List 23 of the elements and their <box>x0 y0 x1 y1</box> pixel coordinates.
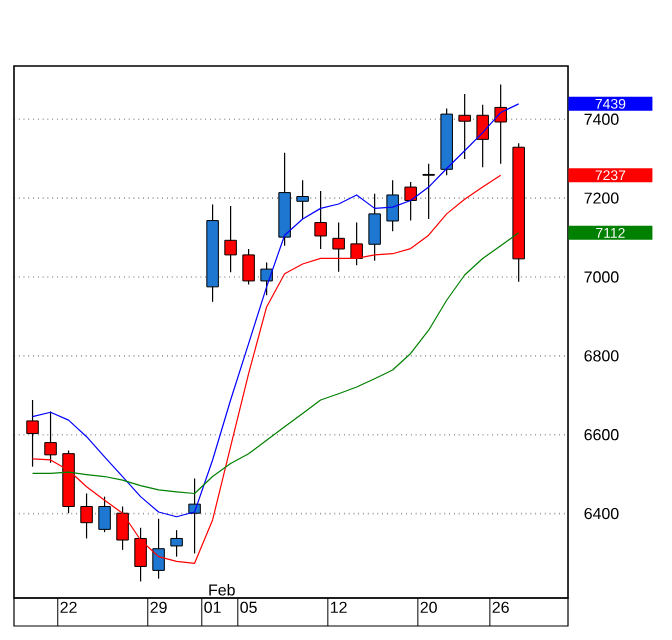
candlestick <box>386 179 399 232</box>
candlestick <box>350 221 363 266</box>
candlestick <box>314 190 327 250</box>
candlestick <box>242 248 255 286</box>
candlestick <box>494 83 507 165</box>
candlestick <box>422 163 435 220</box>
candlestick <box>458 93 471 160</box>
candlestick <box>98 496 111 533</box>
candlestick <box>332 221 345 273</box>
candlestick <box>224 205 237 273</box>
candlestick <box>368 193 381 262</box>
candlestick <box>80 492 93 540</box>
candlestick <box>260 261 273 296</box>
candlestick <box>116 505 129 551</box>
candlestick <box>476 104 489 168</box>
candlestick <box>170 529 183 558</box>
candlestick <box>44 410 57 464</box>
candlestick <box>278 152 291 247</box>
candlestick <box>296 179 309 220</box>
candlestick <box>404 181 417 222</box>
line-series <box>31 232 520 495</box>
candlestick <box>152 518 165 580</box>
line-series <box>31 103 520 518</box>
